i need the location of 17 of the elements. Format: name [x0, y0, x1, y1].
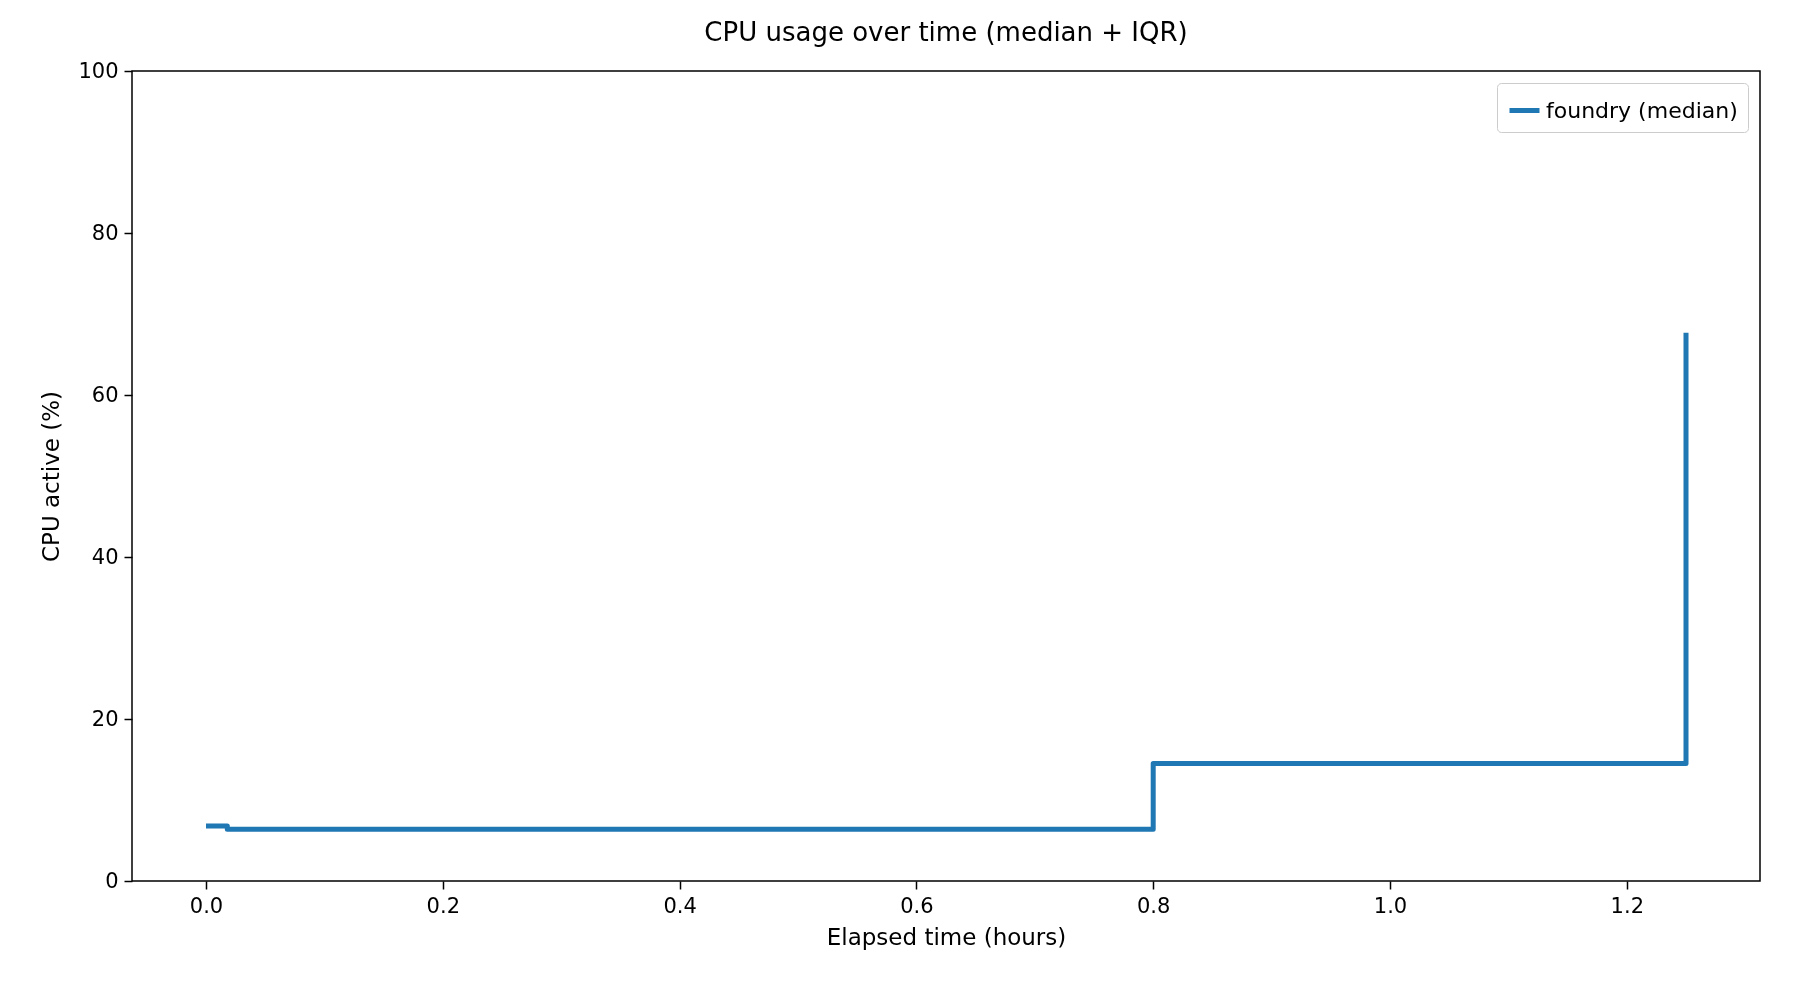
y-tick-label: 80	[91, 220, 119, 245]
y-tick-label: 100	[78, 58, 119, 83]
x-axis-title: Elapsed time (hours)	[826, 923, 1067, 950]
y-tick-label: 20	[91, 706, 119, 731]
x-tick-label: 1.0	[1373, 893, 1408, 918]
legend-label: foundry (median)	[1546, 97, 1738, 123]
x-tick-label: 0.8	[1137, 893, 1171, 918]
y-axis-title: CPU active (%)	[38, 390, 65, 563]
x-tick-label: 0.4	[663, 893, 697, 918]
x-tick-label: 0.2	[426, 893, 460, 918]
y-tick-label: 40	[91, 544, 119, 569]
chart-title: CPU usage over time (median + IQR)	[704, 17, 1188, 47]
x-tick-label: 1.2	[1610, 893, 1644, 918]
y-tick-label: 0	[105, 868, 119, 893]
x-tick-label: 0.6	[900, 893, 934, 918]
y-tick-label: 60	[91, 382, 119, 407]
x-tick-label: 0.0	[189, 893, 224, 918]
